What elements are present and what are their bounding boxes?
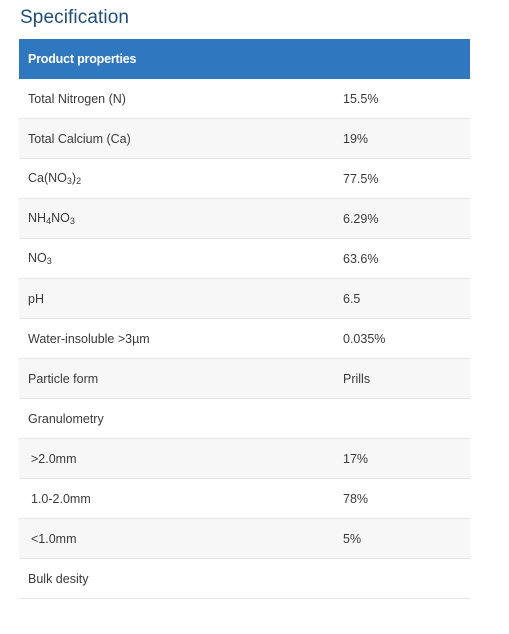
property-name: NO3 bbox=[19, 238, 343, 279]
table-row: Total Nitrogen (N) 15.5% bbox=[19, 79, 471, 119]
table-row: Granulometry bbox=[19, 398, 471, 439]
table-row: Particle form Prills bbox=[19, 358, 471, 399]
property-name: Total Calcium (Ca) bbox=[19, 118, 343, 159]
property-value: 6.29% bbox=[343, 198, 471, 239]
table-row: NH4NO3 6.29% bbox=[19, 198, 471, 239]
property-name: >2.0mm bbox=[19, 438, 343, 479]
table-row: Total Calcium (Ca) 19% bbox=[19, 118, 471, 159]
property-value: Prills bbox=[343, 358, 471, 399]
table-row: >2.0mm 17% bbox=[19, 438, 471, 479]
property-value: 19% bbox=[343, 118, 471, 159]
property-name: Particle form bbox=[19, 358, 343, 399]
property-name: 1.0-2.0mm bbox=[19, 478, 343, 519]
formula-subscript: 4 bbox=[46, 216, 52, 226]
property-name: Water-insoluble >3µm bbox=[19, 318, 343, 359]
table-row: NO3 63.6% bbox=[19, 238, 471, 279]
page-title: Specification bbox=[20, 7, 130, 28]
property-value: 77.5% bbox=[343, 158, 471, 199]
table-header-row: Product properties bbox=[19, 39, 471, 79]
table-row: pH 6.5 bbox=[19, 278, 471, 319]
formula-part: ) bbox=[71, 171, 77, 185]
formula-part: Ca(NO bbox=[28, 171, 67, 185]
formula-part: NO bbox=[28, 251, 47, 265]
property-name: Ca(NO3)2 bbox=[19, 158, 343, 199]
table-row: <1.0mm 5% bbox=[19, 518, 471, 559]
formula-subscript: 3 bbox=[66, 176, 72, 186]
property-name: Total Nitrogen (N) bbox=[19, 79, 343, 119]
table-row: Ca(NO3)2 77.5% bbox=[19, 158, 471, 199]
property-value: 0.035% bbox=[343, 318, 471, 359]
property-name: Granulometry bbox=[19, 398, 343, 439]
table-row: 1.0-2.0mm 78% bbox=[19, 478, 471, 519]
table-header: Product properties bbox=[19, 39, 471, 79]
specification-table: Product properties Total Nitrogen (N) 15… bbox=[19, 39, 471, 599]
property-name: <1.0mm bbox=[19, 518, 343, 559]
formula-part: NO bbox=[51, 211, 70, 225]
property-name: pH bbox=[19, 278, 343, 319]
table-row: Water-insoluble >3µm 0.035% bbox=[19, 318, 471, 359]
property-value: 6.5 bbox=[343, 278, 471, 319]
formula-subscript: 3 bbox=[69, 216, 75, 226]
property-value: 15.5% bbox=[343, 79, 471, 119]
property-name: NH4NO3 bbox=[19, 198, 343, 239]
property-value: 17% bbox=[343, 438, 471, 479]
property-value: 63.6% bbox=[343, 238, 471, 279]
formula-part: NH bbox=[28, 211, 47, 225]
property-value: 5% bbox=[343, 518, 471, 559]
property-value: 78% bbox=[343, 478, 471, 519]
formula-subscript: 2 bbox=[76, 176, 82, 186]
property-value bbox=[343, 398, 471, 439]
table-row: Bulk desity bbox=[19, 558, 471, 599]
formula-subscript: 3 bbox=[46, 256, 52, 266]
property-name: Bulk desity bbox=[19, 558, 343, 599]
property-value bbox=[343, 558, 471, 599]
